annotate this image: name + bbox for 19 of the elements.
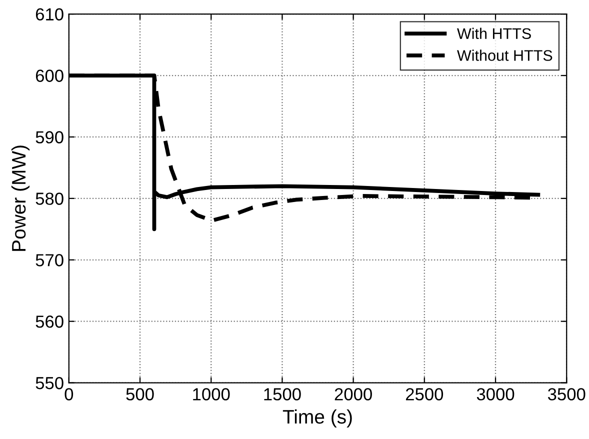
x-tick-label: 2500 bbox=[406, 388, 444, 400]
y-tick-label: 570 bbox=[36, 254, 64, 266]
x-tick-label: 0 bbox=[64, 388, 74, 400]
x-tick-label: 1000 bbox=[193, 388, 230, 400]
legend-label: With HTTS bbox=[457, 28, 531, 40]
x-tick-label: 3500 bbox=[548, 388, 586, 400]
y-tick-label: 580 bbox=[36, 192, 64, 205]
y-tick-label: 560 bbox=[36, 316, 64, 328]
y-tick-label: 550 bbox=[36, 376, 64, 390]
x-axis-title: Time (s) bbox=[282, 409, 352, 428]
x-tick-label: 500 bbox=[126, 388, 154, 400]
y-tick-label: 600 bbox=[36, 70, 64, 82]
y-axis-title: Power (MW) bbox=[11, 146, 30, 251]
x-tick-label: 2000 bbox=[334, 388, 372, 400]
y-tick-label: 590 bbox=[36, 131, 64, 144]
y-tick-label: 610 bbox=[36, 8, 64, 21]
x-tick-label: 1500 bbox=[264, 388, 301, 400]
legend-label: Without HTTS bbox=[457, 50, 552, 61]
x-tick-label: 3000 bbox=[476, 388, 514, 400]
